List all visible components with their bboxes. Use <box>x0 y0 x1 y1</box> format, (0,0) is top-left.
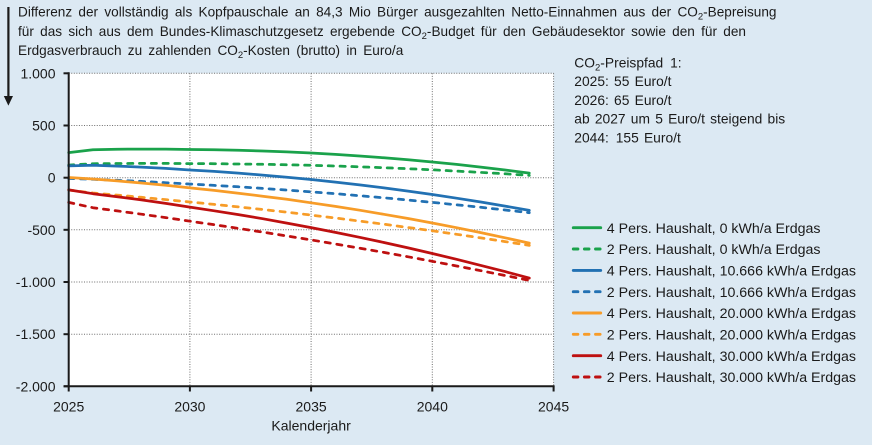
svg-text:-1.000: -1.000 <box>16 274 56 290</box>
svg-text:2026: 65 Euro/t: 2026: 65 Euro/t <box>574 93 671 108</box>
svg-text:Kalenderjahr: Kalenderjahr <box>271 418 351 434</box>
svg-text:Differenz der vollständig als: Differenz der vollständig als Kopfpausch… <box>18 4 776 22</box>
svg-text:2044: 155 Euro/t: 2044: 155 Euro/t <box>574 130 681 145</box>
svg-text:für das sich aus dem Bundes-Kl: für das sich aus dem Bundes-Klimaschutzg… <box>18 24 746 42</box>
svg-text:CO2-Preispfad 1:: CO2-Preispfad 1: <box>574 55 681 73</box>
svg-text:Erdgasverbrauch zu zahlenden C: Erdgasverbrauch zu zahlenden CO2-Kosten … <box>18 43 404 61</box>
svg-text:0: 0 <box>48 170 56 186</box>
svg-text:2040: 2040 <box>417 399 448 415</box>
svg-text:1.000: 1.000 <box>20 65 55 81</box>
svg-text:2030: 2030 <box>174 399 205 415</box>
svg-text:2 Pers. Haushalt, 10.666 kWh/a: 2 Pers. Haushalt, 10.666 kWh/a Erdgas <box>607 285 856 301</box>
svg-text:2 Pers. Haushalt, 20.000 kWh/a: 2 Pers. Haushalt, 20.000 kWh/a Erdgas <box>607 328 856 344</box>
svg-text:4 Pers. Haushalt, 10.666 kWh/a: 4 Pers. Haushalt, 10.666 kWh/a Erdgas <box>607 264 856 280</box>
svg-text:ab 2027 um 5 Euro/t steigend b: ab 2027 um 5 Euro/t steigend bis <box>574 112 785 127</box>
svg-text:4 Pers. Haushalt, 0 kWh/a Erdg: 4 Pers. Haushalt, 0 kWh/a Erdgas <box>607 221 821 237</box>
svg-text:2 Pers. Haushalt, 30.000 kWh/a: 2 Pers. Haushalt, 30.000 kWh/a Erdgas <box>607 370 856 386</box>
svg-text:4 Pers. Haushalt, 30.000 kWh/a: 4 Pers. Haushalt, 30.000 kWh/a Erdgas <box>607 349 856 365</box>
svg-text:-2.000: -2.000 <box>16 378 56 394</box>
svg-text:-500: -500 <box>27 222 55 238</box>
svg-text:-1.500: -1.500 <box>16 326 56 342</box>
svg-text:2045: 2045 <box>538 399 569 415</box>
svg-text:2025: 55 Euro/t: 2025: 55 Euro/t <box>574 74 671 89</box>
svg-text:2035: 2035 <box>296 399 327 415</box>
svg-text:500: 500 <box>32 118 56 134</box>
svg-text:4 Pers. Haushalt, 20.000 kWh/a: 4 Pers. Haushalt, 20.000 kWh/a Erdgas <box>607 306 856 322</box>
svg-text:2 Pers. Haushalt, 0 kWh/a Erdg: 2 Pers. Haushalt, 0 kWh/a Erdgas <box>607 242 821 258</box>
svg-text:2025: 2025 <box>53 399 84 415</box>
